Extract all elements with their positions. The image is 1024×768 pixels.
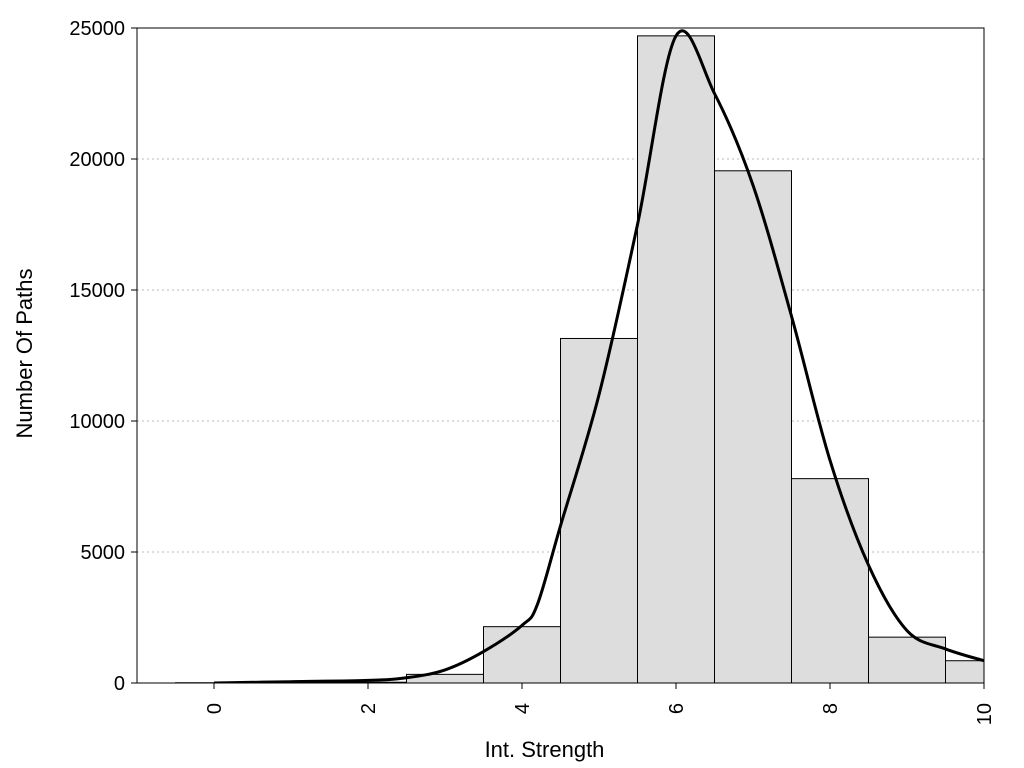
y-tick-label: 5000 bbox=[81, 542, 126, 564]
x-tick-label: 10 bbox=[974, 703, 996, 725]
axis-ticks bbox=[131, 27, 985, 689]
tick-labels: 0 5000 10000 15000 20000 25000 0 2 4 6 8 10 bbox=[69, 18, 996, 725]
y-tick-label: 20000 bbox=[69, 149, 125, 171]
histogram-bar bbox=[791, 478, 869, 683]
y-tick-label: 10000 bbox=[69, 411, 125, 433]
histogram-bar bbox=[714, 170, 792, 683]
plot-frame bbox=[136, 27, 985, 684]
y-axis-title: Number Of Paths bbox=[12, 269, 37, 439]
histogram-bar bbox=[637, 35, 715, 683]
density-curve bbox=[213, 29, 984, 683]
histogram-bars bbox=[175, 35, 984, 683]
histogram-bar bbox=[483, 626, 561, 683]
y-tick-label: 25000 bbox=[69, 18, 125, 40]
x-tick-label: 4 bbox=[512, 703, 534, 714]
histogram-bar bbox=[945, 660, 984, 683]
x-tick-label: 0 bbox=[204, 703, 226, 714]
x-tick-label: 6 bbox=[666, 703, 688, 714]
x-tick-label: 8 bbox=[820, 703, 842, 714]
x-axis-title: Int. Strength bbox=[485, 737, 605, 762]
density-curve-layer bbox=[213, 29, 984, 683]
y-tick-label: 15000 bbox=[69, 280, 125, 302]
x-tick-label: 2 bbox=[358, 703, 380, 714]
y-tick-label: 0 bbox=[114, 673, 125, 695]
